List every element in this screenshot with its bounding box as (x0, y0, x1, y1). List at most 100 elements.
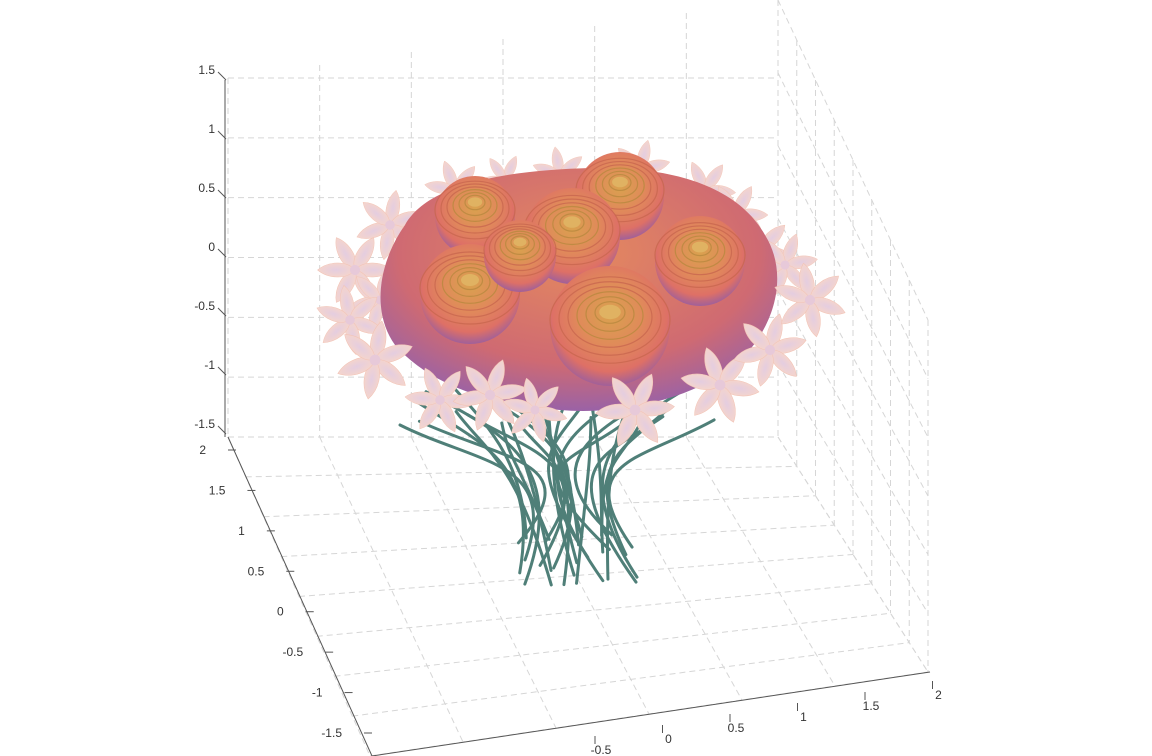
lily-petal (680, 373, 721, 390)
stem (600, 383, 694, 579)
y-tick-label: -0.5 (282, 645, 303, 659)
grid-line (316, 583, 872, 637)
roses (419, 152, 746, 386)
x-tick-label: 1.5 (863, 699, 880, 713)
x-tick-label: 0.5 (728, 721, 745, 735)
lily-petal (344, 334, 376, 361)
rose-petal-ring (494, 228, 546, 266)
lily (502, 377, 568, 443)
y-tick-label: 1.5 (209, 483, 226, 497)
z-tick-mark (217, 248, 227, 258)
z-tick-label: -1.5 (194, 417, 215, 431)
grid-line (777, 436, 929, 673)
rose-petal-ring (654, 221, 746, 289)
lilies-front (337, 262, 846, 447)
rose-petal-ring (585, 296, 635, 332)
z-tick-label: 1.5 (198, 63, 215, 77)
rose-petal-ring (688, 238, 712, 257)
rose-petal-ring (608, 173, 632, 192)
z-tick-mark (217, 366, 227, 376)
y-tick-label: 2 (199, 443, 206, 457)
lily (595, 373, 675, 447)
lily (404, 367, 476, 433)
y-tick-label: -1 (312, 686, 323, 700)
rose-petal-ring (499, 230, 541, 261)
lily-petal (356, 276, 381, 301)
lily-petal (774, 285, 811, 303)
z-tick-label: 0 (208, 240, 215, 254)
rose-petal-ring (681, 235, 719, 263)
rose-petal-ring (661, 225, 739, 282)
rose-petal-ring (601, 170, 639, 198)
lily-center (804, 294, 816, 306)
lily-center (435, 395, 445, 405)
grid-line (298, 554, 854, 597)
grid-line (319, 436, 464, 743)
rose-petal-ring (456, 270, 484, 291)
x-tick-label: -0.5 (591, 743, 612, 756)
z-tick-label: -0.5 (194, 299, 215, 313)
lily-petal (317, 262, 356, 278)
lily-center (349, 264, 361, 276)
rose-center (599, 304, 621, 320)
rose (483, 220, 557, 292)
y-tick-label: 0 (277, 605, 284, 619)
z-tick-label: 1 (208, 122, 215, 136)
stem (556, 422, 625, 552)
rose-petal-ring (581, 160, 659, 217)
lily-center (484, 389, 496, 401)
z-tick-mark (217, 307, 227, 317)
rose-body (550, 266, 670, 386)
rose-petal-ring (576, 291, 644, 340)
rose-petal-ring (595, 167, 645, 204)
rose-petal-ring (558, 281, 662, 356)
z-tick-mark (217, 425, 227, 435)
grid-line (334, 612, 891, 677)
rose-center (563, 216, 581, 228)
y-tick-label: -1.5 (321, 726, 342, 740)
lily-center (385, 220, 395, 230)
stem (547, 406, 590, 559)
stem (454, 410, 553, 587)
rose-petal-ring (545, 205, 599, 246)
lily-petal (404, 391, 441, 406)
rose-petal-ring (488, 225, 552, 272)
rose-petal-ring (549, 276, 671, 364)
lily-center (780, 260, 790, 270)
axes (217, 71, 933, 756)
rose-petal-ring (552, 209, 592, 239)
rose-petal-ring (483, 223, 557, 277)
rose-body (484, 220, 556, 292)
lily-petal (612, 377, 636, 411)
grid-line (777, 363, 929, 614)
lily (452, 359, 528, 431)
rose-center (513, 237, 527, 247)
rose-petal-ring (464, 194, 486, 211)
x-tick-label: 0 (665, 732, 672, 746)
rose-petal-ring (446, 186, 504, 228)
lily-center (530, 405, 540, 415)
y-tick-label: 0.5 (248, 564, 265, 578)
grid-line (263, 495, 816, 518)
lily-center (629, 404, 641, 416)
rose-petal-ring (449, 267, 491, 297)
z-tick-mark (217, 130, 227, 140)
y-tick-label: 1 (238, 524, 245, 538)
lily-center (764, 344, 776, 356)
grid-line (281, 524, 835, 558)
lily-center (345, 315, 355, 325)
x-tick-label: 1 (800, 710, 807, 724)
rose-center (461, 274, 479, 286)
lily (337, 320, 413, 400)
rose-petal-ring (458, 191, 492, 217)
rose-center (691, 241, 709, 253)
tick-labels: 1.5 1 0.5 0 -0.5 -1 -1.5 2 1.5 1 0.5 0 -0.5 -1 -1.5 -0.… (194, 63, 942, 756)
z-tick-mark (217, 189, 227, 199)
rose-petal-ring (452, 189, 498, 222)
z-tick-mark (217, 71, 227, 81)
stem (607, 418, 716, 549)
grid-line (777, 0, 929, 321)
lily (733, 313, 807, 387)
rose-petal-ring (510, 235, 530, 250)
